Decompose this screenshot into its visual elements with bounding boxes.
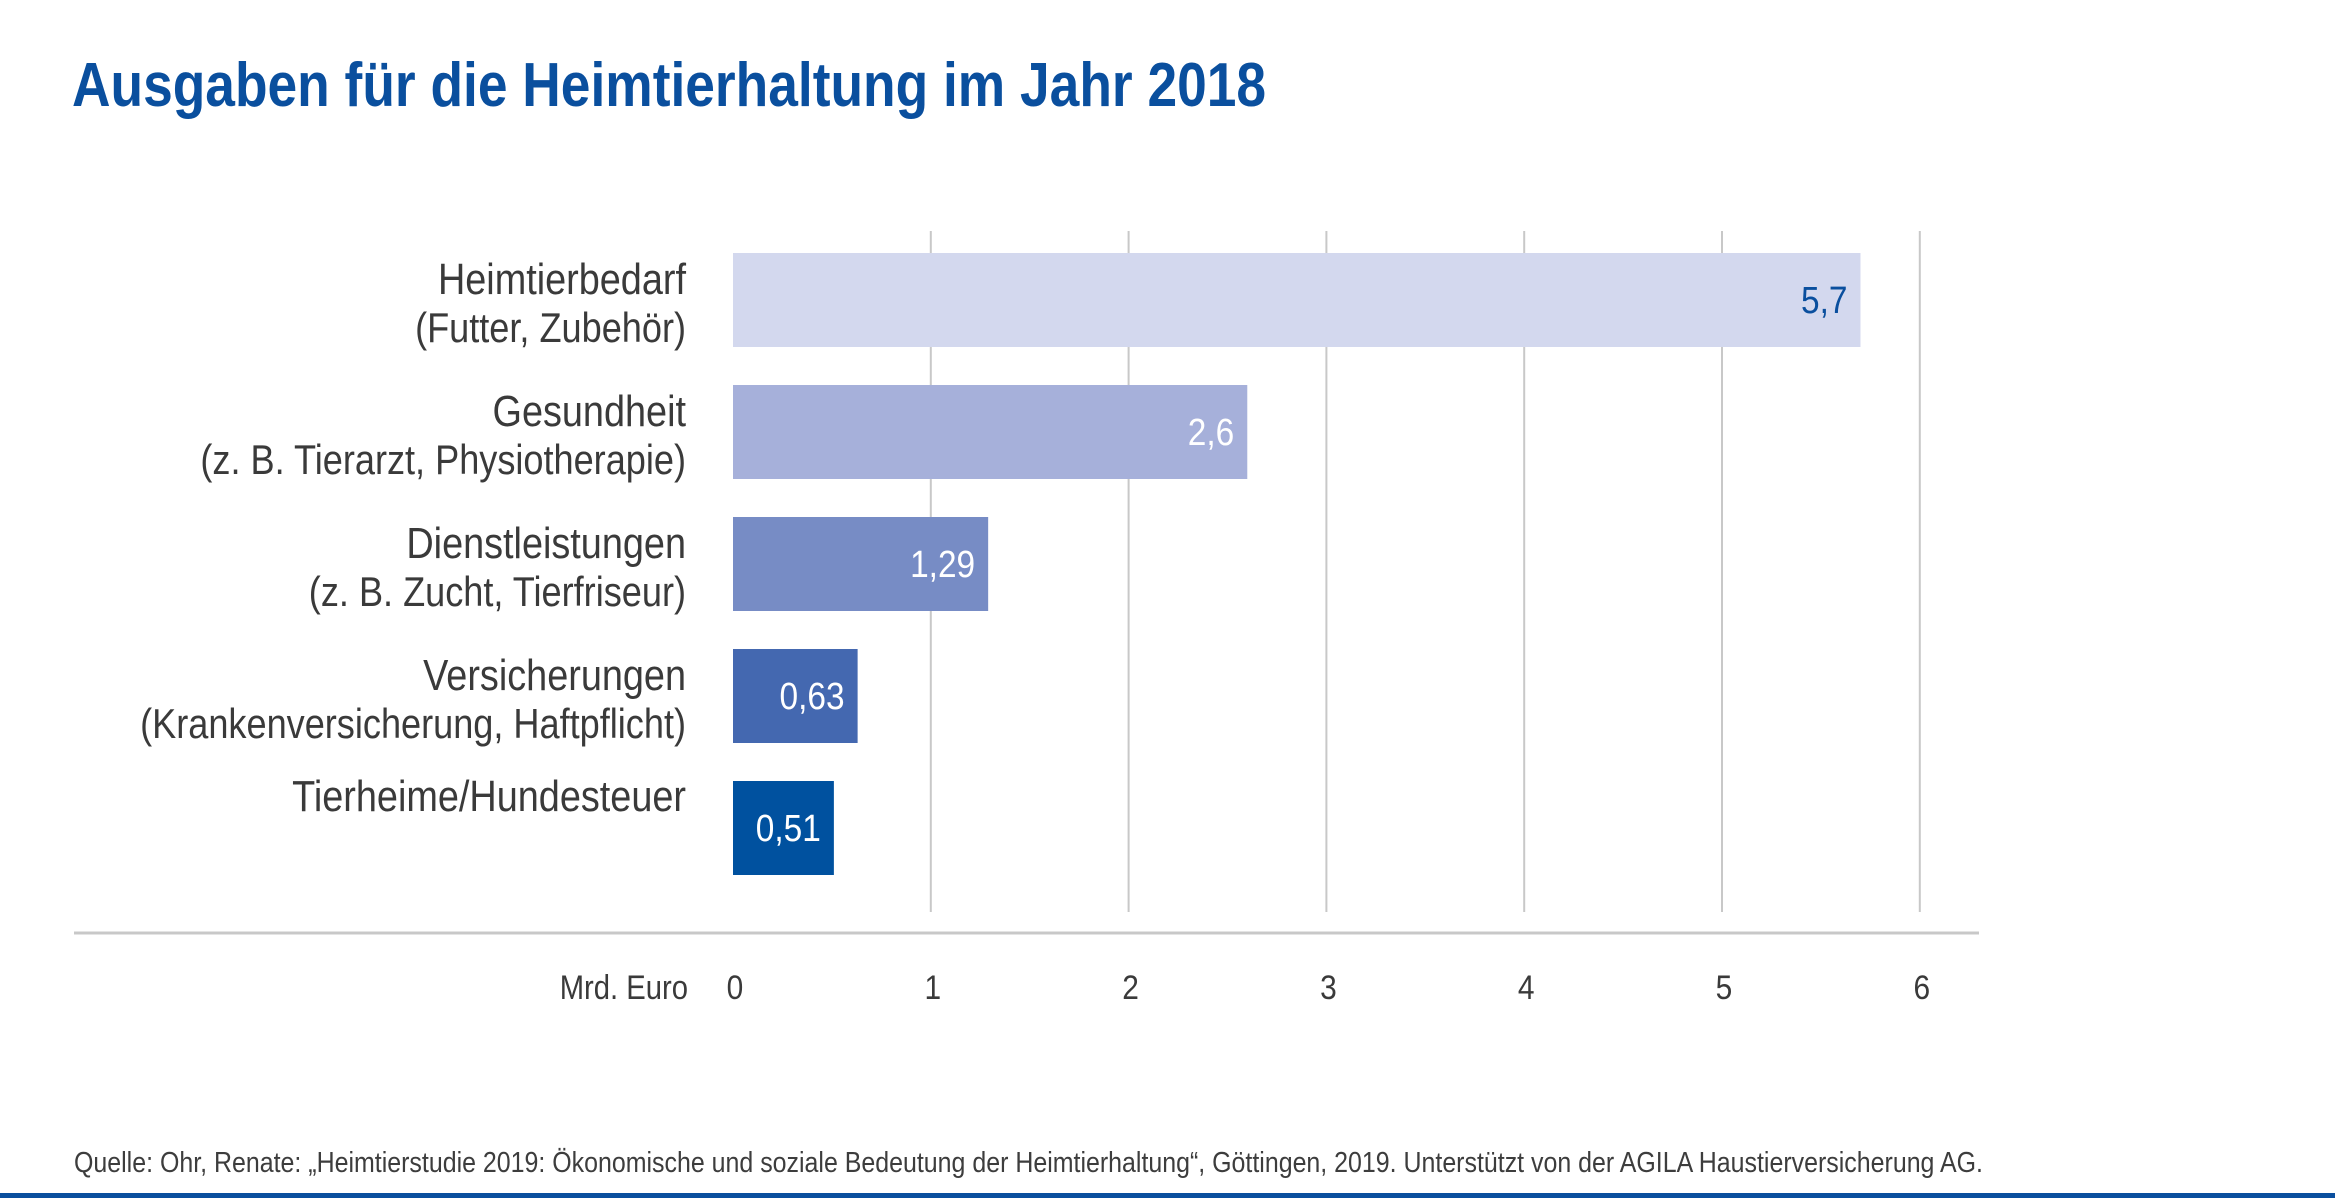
bar bbox=[733, 385, 1248, 479]
bar bbox=[733, 649, 858, 743]
bar bbox=[733, 253, 1861, 347]
value-label: 5,7 bbox=[1801, 279, 1847, 321]
category-label: Versicherungen bbox=[423, 650, 686, 699]
x-tick-label: 5 bbox=[1716, 968, 1733, 1006]
value-label: 0,51 bbox=[756, 807, 821, 849]
value-label: 0,63 bbox=[780, 675, 845, 717]
chart-title: Ausgaben für die Heimtierhaltung im Jahr… bbox=[72, 51, 1267, 120]
x-tick-label: 0 bbox=[727, 968, 744, 1006]
x-tick-label: 4 bbox=[1518, 968, 1535, 1006]
category-sublabel: (z. B. Zucht, Tierfriseur) bbox=[309, 570, 686, 616]
category-label: Gesundheit bbox=[493, 386, 687, 435]
category-sublabel: (Futter, Zubehör) bbox=[415, 306, 686, 352]
category-sublabel: (Krankenversicherung, Haftpflicht) bbox=[140, 702, 686, 748]
x-tick-label: 6 bbox=[1913, 968, 1930, 1006]
category-label: Tierheime/Hundesteuer bbox=[292, 771, 686, 820]
value-label: 2,6 bbox=[1188, 411, 1234, 453]
x-tick-label: 1 bbox=[924, 968, 941, 1006]
x-tick-label: 3 bbox=[1320, 968, 1337, 1006]
category-sublabel: (z. B. Tierarzt, Physiotherapie) bbox=[200, 438, 686, 484]
value-label: 1,29 bbox=[910, 543, 975, 585]
category-label: Heimtierbedarf bbox=[438, 254, 687, 303]
bar bbox=[733, 517, 989, 611]
category-labels: Heimtierbedarf(Futter, Zubehör) Gesundhei… bbox=[140, 254, 686, 820]
x-tick-label: 2 bbox=[1122, 968, 1139, 1006]
bar bbox=[733, 781, 834, 875]
category-label: Dienstleistungen bbox=[406, 518, 686, 567]
bottom-accent-bar bbox=[0, 1193, 2335, 1198]
source-footnote: Quelle: Ohr, Renate: „Heimtierstudie 201… bbox=[74, 1147, 1983, 1179]
x-axis-unit-label: Mrd. Euro bbox=[560, 968, 688, 1007]
bars: 5,7 2,6 1,29 0,63 0,51 bbox=[733, 253, 1861, 875]
x-axis: 0 1 2 3 4 5 6 Mrd. Euro bbox=[74, 931, 1979, 1007]
